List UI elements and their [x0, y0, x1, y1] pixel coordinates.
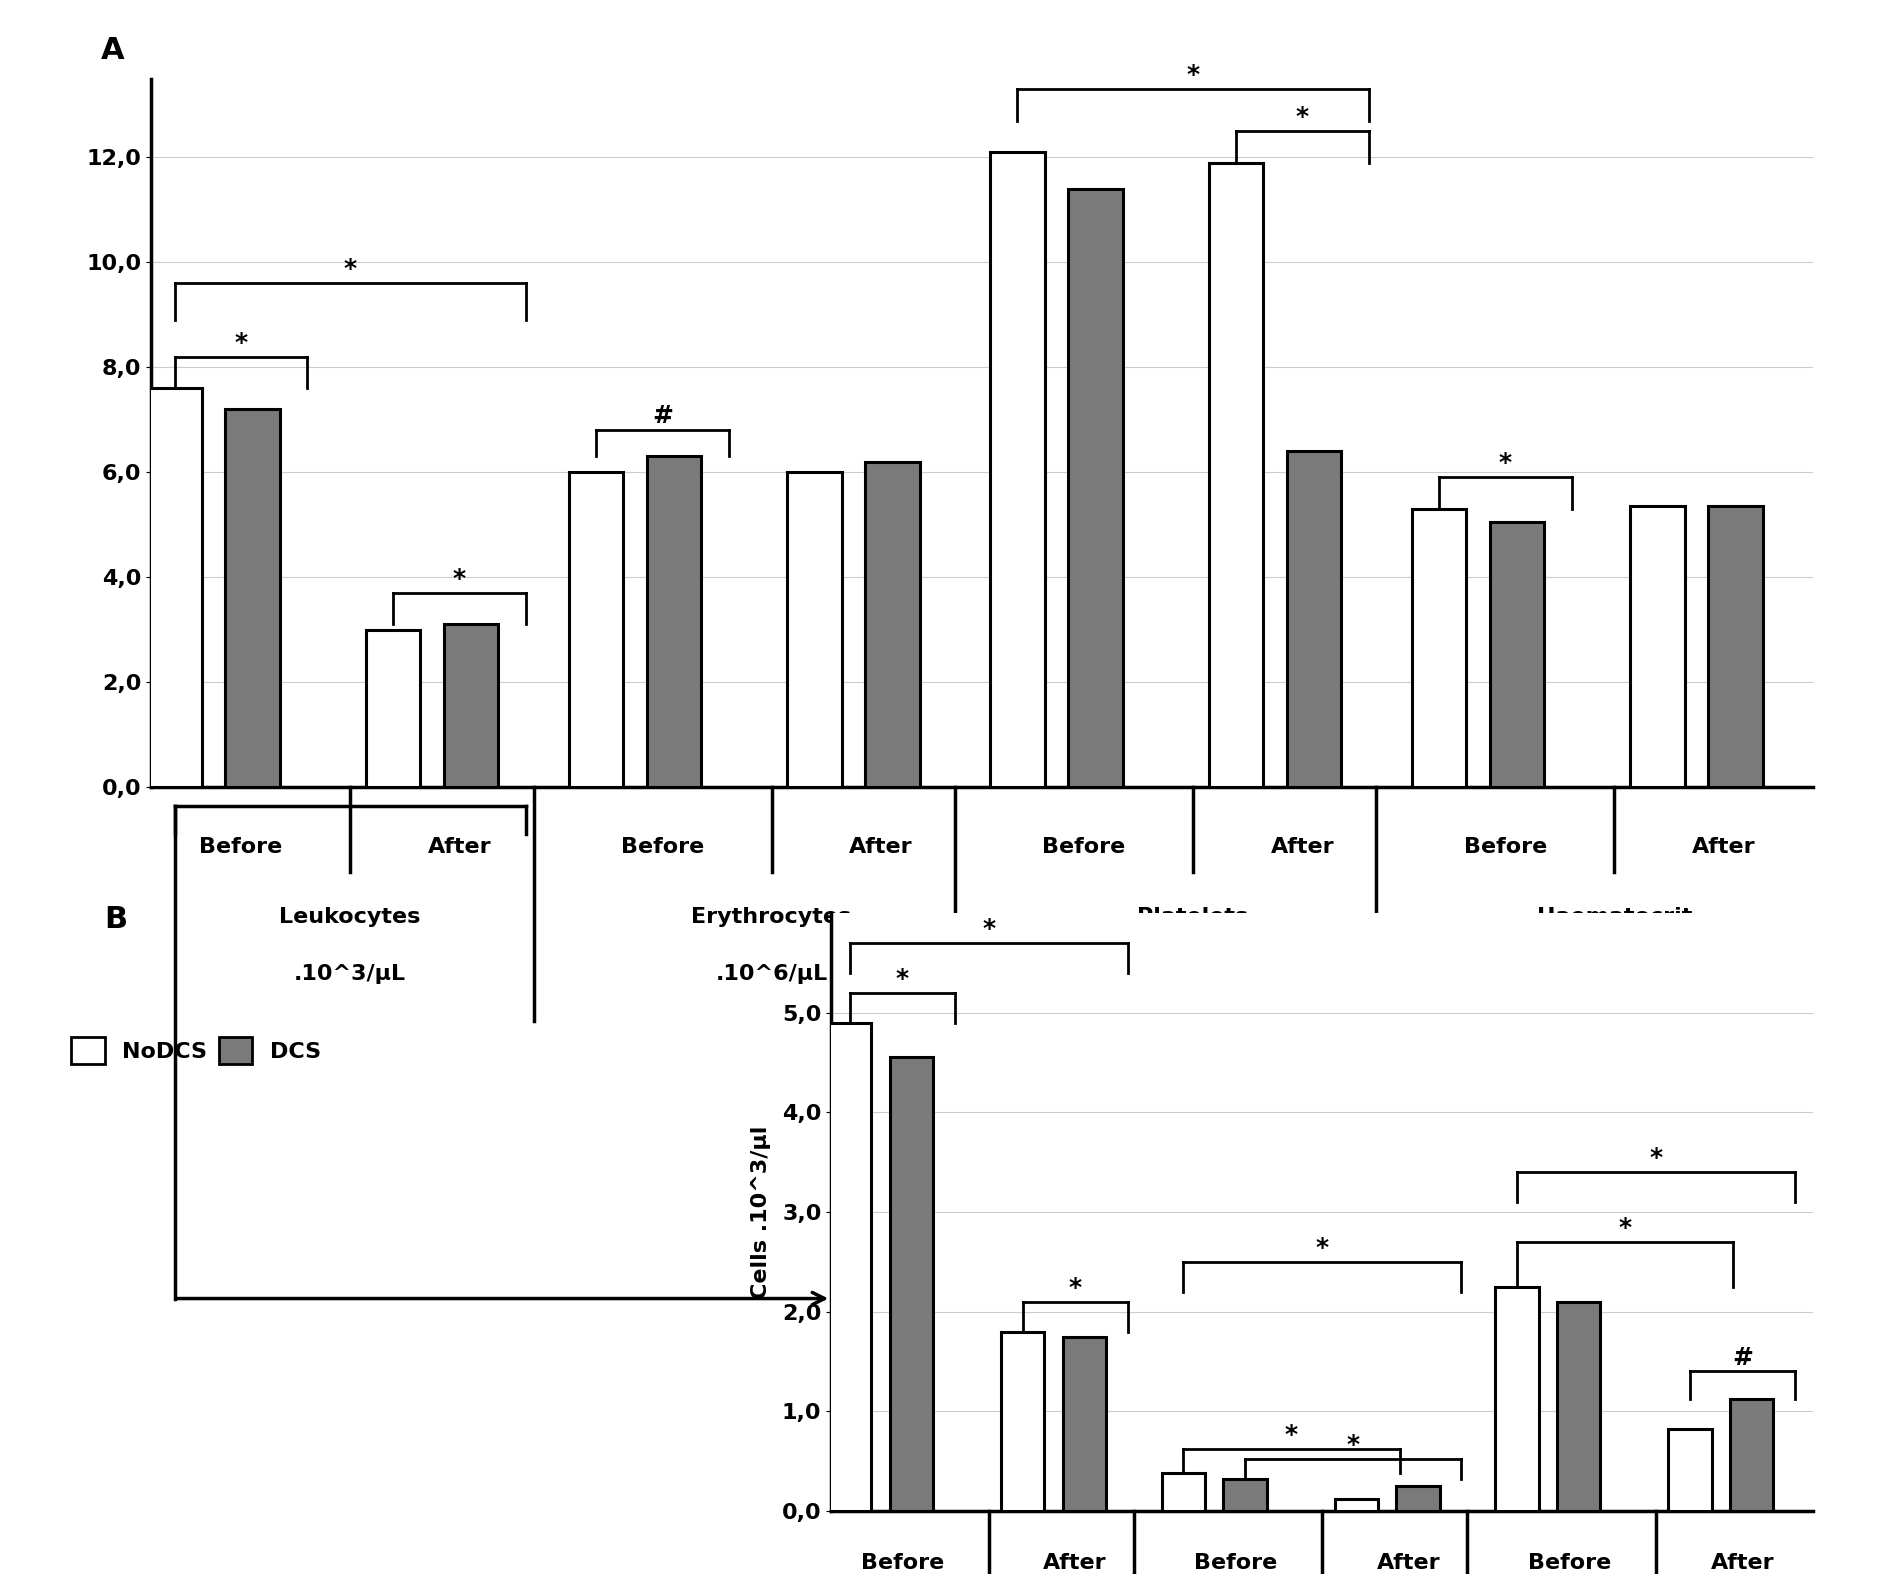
Bar	[225, 409, 280, 787]
Text: Before: Before	[1194, 1554, 1277, 1572]
Text: After: After	[1693, 837, 1755, 856]
Text: #: #	[1732, 1346, 1753, 1369]
Text: *: *	[1619, 1217, 1632, 1240]
Bar	[569, 472, 623, 787]
Bar	[1286, 452, 1341, 787]
Bar	[1064, 1336, 1107, 1511]
Text: *: *	[234, 331, 247, 354]
Bar	[366, 630, 421, 787]
Text: After: After	[848, 837, 912, 856]
Bar	[1396, 1486, 1439, 1511]
Bar	[444, 625, 499, 787]
Bar	[788, 472, 842, 787]
Bar	[1209, 162, 1264, 787]
Bar	[1162, 1473, 1205, 1511]
Bar	[1067, 189, 1122, 787]
Text: .10^3/μL: .10^3/μL	[295, 963, 406, 984]
Text: After: After	[1711, 1554, 1774, 1572]
Bar	[1224, 1480, 1268, 1511]
Text: *: *	[453, 567, 467, 590]
Text: Before: Before	[621, 837, 705, 856]
Text: *: *	[1649, 1146, 1662, 1171]
Bar	[1411, 508, 1466, 787]
Text: *: *	[1347, 1434, 1360, 1458]
Text: Leukocytes: Leukocytes	[280, 907, 421, 927]
Text: *: *	[344, 257, 357, 282]
Text: Haematocrit: Haematocrit	[1538, 907, 1693, 927]
Bar	[147, 389, 202, 787]
Bar	[890, 1058, 933, 1511]
Text: After: After	[1377, 1554, 1441, 1572]
Text: *: *	[1498, 452, 1511, 475]
Text: .10^5/μL: .10^5/μL	[1137, 963, 1249, 984]
Bar	[1557, 1302, 1600, 1511]
Bar	[1708, 507, 1762, 787]
Text: Before: Before	[1528, 1554, 1611, 1572]
Text: After: After	[427, 837, 491, 856]
Text: .10 (%): .10 (%)	[1570, 963, 1659, 984]
Text: *: *	[1285, 1423, 1298, 1448]
Bar	[990, 153, 1045, 787]
Bar	[865, 461, 920, 787]
Bar	[1668, 1429, 1711, 1511]
Text: .10^6/μL: .10^6/μL	[716, 963, 827, 984]
Text: Before: Before	[861, 1554, 944, 1572]
Text: *: *	[895, 966, 909, 992]
Bar	[1336, 1498, 1377, 1511]
Text: Before: Before	[1043, 837, 1126, 856]
Text: After: After	[1043, 1554, 1107, 1572]
Text: B: B	[104, 905, 127, 933]
Text: After: After	[1271, 837, 1334, 856]
Text: *: *	[1296, 105, 1309, 129]
Bar	[827, 1023, 871, 1511]
Text: Before: Before	[1464, 837, 1547, 856]
Bar	[1496, 1288, 1538, 1511]
Bar	[1001, 1332, 1045, 1511]
Text: Erythrocytes: Erythrocytes	[691, 907, 852, 927]
Bar	[646, 456, 701, 787]
Text: *: *	[1186, 63, 1200, 87]
Bar	[1630, 507, 1685, 787]
Text: Before: Before	[198, 837, 283, 856]
Bar	[1730, 1399, 1774, 1511]
Legend: NoDCS, DCS: NoDCS, DCS	[62, 1028, 331, 1073]
Y-axis label: Cells .10^3/μl: Cells .10^3/μl	[750, 1125, 771, 1299]
Text: A: A	[102, 36, 125, 65]
Text: *: *	[1069, 1277, 1082, 1300]
Text: Platelets: Platelets	[1137, 907, 1249, 927]
Text: #: #	[652, 405, 672, 428]
Bar	[1490, 523, 1543, 787]
Text: *: *	[1317, 1236, 1328, 1261]
Text: *: *	[982, 918, 996, 941]
